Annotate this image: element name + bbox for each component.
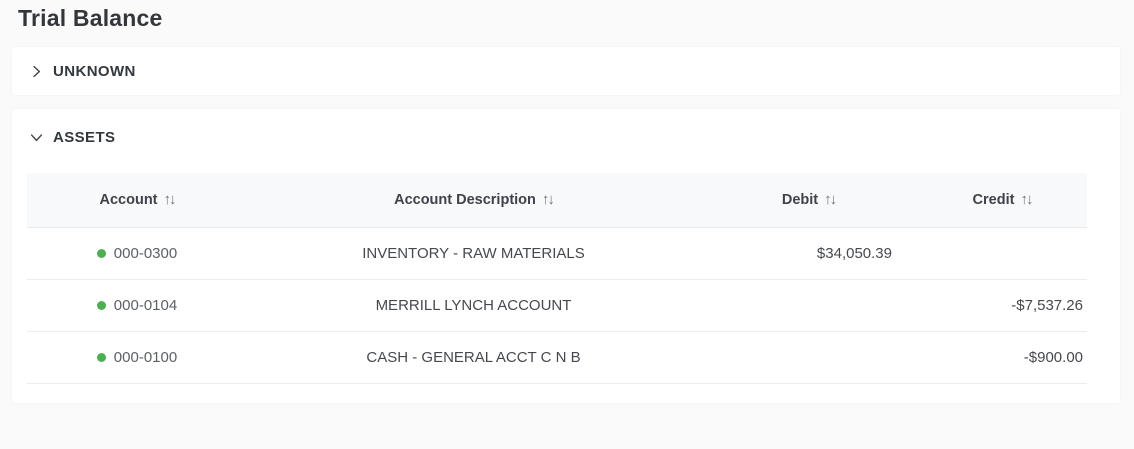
- account-number: 000-0100: [113, 348, 178, 366]
- account-number: 000-0300: [113, 244, 178, 262]
- status-dot-icon: [96, 353, 106, 362]
- status-dot-icon: [96, 249, 106, 258]
- account-description: CASH - GENERAL ACCT C N B: [247, 331, 700, 384]
- section-unknown-label: UNKNOWN: [53, 62, 136, 80]
- page-title: Trial Balance: [18, 5, 163, 31]
- sort-arrows-icon[interactable]: ↑↓: [163, 191, 177, 209]
- credit-value: [917, 227, 1087, 280]
- chevron-right-icon: [30, 65, 43, 78]
- account-cell: 000-0300: [27, 227, 247, 280]
- trial-balance-table: Account ↑↓ Account Description ↑↓ Debit ↑↓ …: [27, 173, 1087, 384]
- column-header-account[interactable]: Account ↑↓: [27, 173, 247, 228]
- account-description: MERRILL LYNCH ACCOUNT: [247, 279, 700, 332]
- section-unknown[interactable]: UNKNOWN: [12, 47, 1120, 95]
- column-header-credit-label: Credit: [972, 192, 1015, 209]
- section-assets[interactable]: ASSETS: [12, 109, 1120, 165]
- column-header-account-description[interactable]: Account Description ↑↓: [247, 173, 700, 228]
- chevron-down-icon: [30, 131, 43, 144]
- account-cell: 000-0100: [27, 331, 247, 384]
- column-header-debit-label: Debit: [781, 192, 819, 209]
- sort-arrows-icon[interactable]: ↑↓: [824, 191, 837, 209]
- credit-value: -$900.00: [917, 331, 1087, 384]
- account-cell: 000-0104: [27, 279, 247, 332]
- debit-value: [700, 331, 917, 384]
- column-header-account-description-label: Account Description: [394, 192, 536, 209]
- section-assets-label: ASSETS: [53, 128, 116, 146]
- status-dot-icon: [96, 301, 106, 310]
- column-header-credit[interactable]: Credit ↑↓: [917, 173, 1087, 228]
- debit-value: $34,050.39: [700, 227, 917, 280]
- section-assets-panel: ASSETS Account ↑↓ Account Description ↑↓ D…: [12, 109, 1120, 403]
- column-header-account-label: Account: [99, 192, 158, 209]
- table-header-row: Account ↑↓ Account Description ↑↓ Debit ↑↓ …: [27, 173, 1087, 228]
- credit-value: -$7,537.26: [917, 279, 1087, 332]
- account-description: INVENTORY - RAW MATERIALS: [247, 227, 700, 280]
- debit-value: [700, 279, 917, 332]
- sort-arrows-icon[interactable]: ↑↓: [541, 191, 555, 209]
- account-number: 000-0104: [113, 296, 178, 314]
- column-header-debit[interactable]: Debit ↑↓: [700, 173, 917, 228]
- table-row[interactable]: 000-0104 MERRILL LYNCH ACCOUNT -$7,537.2…: [27, 279, 1087, 332]
- sort-arrows-icon[interactable]: ↑↓: [1020, 191, 1033, 209]
- table-row[interactable]: 000-0300 INVENTORY - RAW MATERIALS $34,0…: [27, 227, 1087, 280]
- table-row[interactable]: 000-0100 CASH - GENERAL ACCT C N B -$900…: [27, 331, 1087, 384]
